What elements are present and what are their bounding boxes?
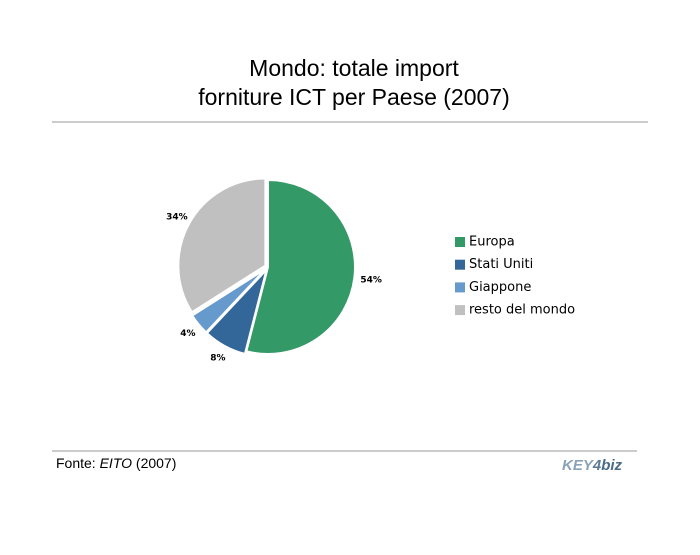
logo-biz: biz bbox=[601, 457, 622, 474]
legend-swatch bbox=[455, 237, 465, 247]
legend-label: resto del mondo bbox=[469, 303, 575, 318]
chart-title: forniture ICT per Paese (2007) bbox=[198, 84, 510, 110]
data-label: 54% bbox=[360, 276, 382, 286]
source-prefix: Fonte: bbox=[56, 455, 96, 471]
source-year: (2007) bbox=[136, 455, 176, 471]
logo-key: KEY bbox=[562, 457, 595, 474]
legend: Europa Stati Uniti Giappone resto del mondo bbox=[455, 235, 575, 318]
pie-slice bbox=[245, 178, 356, 355]
legend-label: Giappone bbox=[469, 280, 531, 295]
legend-swatch bbox=[455, 259, 465, 270]
source-name: EITO bbox=[100, 455, 133, 471]
legend-swatch bbox=[455, 305, 465, 316]
data-label: 34% bbox=[166, 212, 188, 222]
pie: 54% 8% 4% 34% bbox=[166, 177, 382, 364]
legend-label: Europa bbox=[469, 235, 515, 250]
logo-four: 4 bbox=[592, 457, 602, 474]
pie-slice bbox=[177, 177, 267, 314]
legend-swatch bbox=[455, 282, 465, 293]
legend-label: Stati Uniti bbox=[469, 257, 533, 272]
data-label: 4% bbox=[180, 329, 195, 339]
chart-title: Mondo: totale import bbox=[249, 55, 459, 81]
source: Fonte: EITO (2007) bbox=[56, 455, 176, 471]
data-label: 8% bbox=[210, 354, 225, 364]
pie-slice bbox=[205, 268, 268, 356]
logo: KEY4biz bbox=[562, 457, 623, 474]
pie-slice bbox=[190, 268, 267, 334]
